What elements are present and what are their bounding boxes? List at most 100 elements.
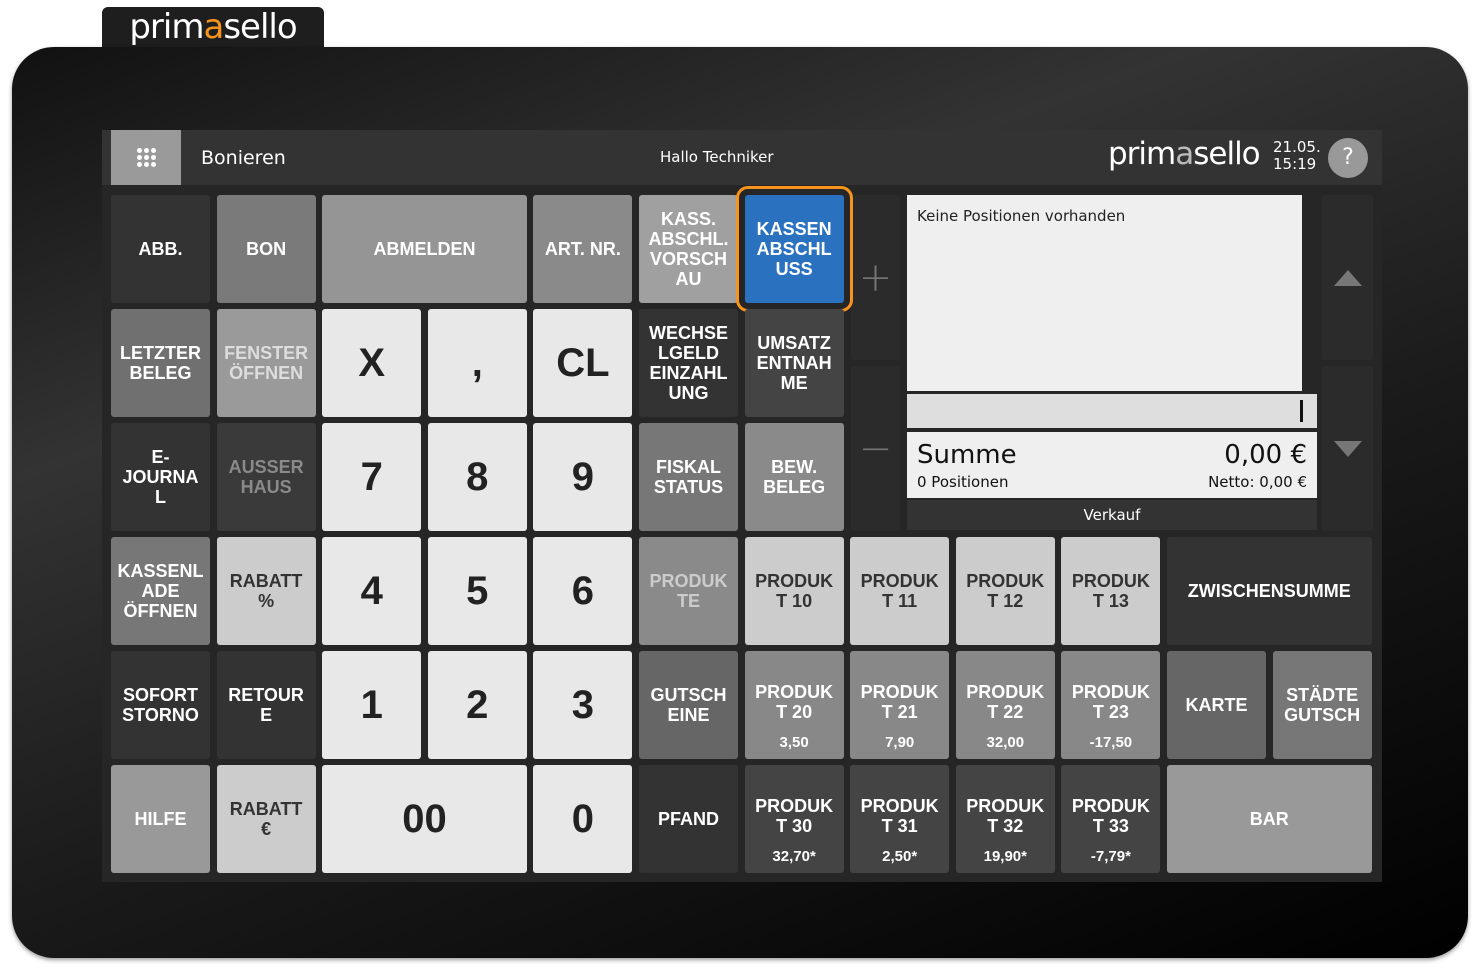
key-cl-button[interactable]: CL bbox=[533, 309, 633, 417]
produkt-12-button[interactable]: PRODUK T 12 bbox=[955, 537, 1055, 645]
button-label: 9 bbox=[571, 455, 595, 499]
key-3-button[interactable]: 3 bbox=[533, 651, 633, 759]
fenster-oeffnen-button[interactable]: FENSTER ÖFFNEN bbox=[216, 309, 316, 417]
produkt-23-button[interactable]: PRODUK T 23 -17,50 bbox=[1061, 651, 1161, 759]
button-label: PRODUK T 32 bbox=[966, 796, 1045, 836]
page-title: Bonieren bbox=[201, 147, 286, 169]
minus-button[interactable]: − bbox=[851, 366, 900, 531]
key-6-button[interactable]: 6 bbox=[533, 537, 633, 645]
scroll-up-button[interactable] bbox=[1322, 195, 1373, 360]
rabatt-euro-button[interactable]: RABATT € bbox=[216, 765, 316, 873]
button-label: KASSEN ABSCHL USS bbox=[756, 219, 832, 279]
key-00-button[interactable]: 00 bbox=[322, 765, 527, 873]
brand-logo: primasello bbox=[1108, 136, 1261, 172]
key-4-button[interactable]: 4 bbox=[322, 537, 422, 645]
datetime: 21.05. 15:19 bbox=[1273, 138, 1321, 173]
button-label: PRODUK T 20 bbox=[755, 682, 834, 722]
abmelden-button[interactable]: ABMELDEN bbox=[322, 195, 527, 303]
button-label: KASSENL ADE ÖFFNEN bbox=[117, 561, 204, 621]
key-0-button[interactable]: 0 bbox=[533, 765, 633, 873]
wechselgeld-button[interactable]: WECHSE LGELD EINZAHL UNG bbox=[639, 309, 738, 417]
grid-icon bbox=[136, 148, 156, 167]
zwischensumme-button[interactable]: ZWISCHENSUMME bbox=[1167, 537, 1372, 645]
button-label: HILFE bbox=[134, 809, 187, 829]
fiskal-status-button[interactable]: FISKAL STATUS bbox=[639, 423, 738, 531]
gutscheine-button[interactable]: GUTSCH EINE bbox=[639, 651, 738, 759]
produkt-20-button[interactable]: PRODUK T 20 3,50 bbox=[744, 651, 844, 759]
sum-value: 0,00 € bbox=[1224, 440, 1307, 470]
empty-text: Keine Positionen vorhanden bbox=[917, 207, 1126, 225]
button-label: 3 bbox=[571, 683, 595, 727]
button-label: STÄDTE GUTSCH bbox=[1284, 685, 1361, 725]
kassenabschluss-button[interactable]: KASSEN ABSCHL USS bbox=[735, 186, 853, 312]
pfand-button[interactable]: PFAND bbox=[639, 765, 738, 873]
product-price: -7,79* bbox=[1090, 848, 1131, 865]
art-nr-button[interactable]: ART. NR. bbox=[533, 195, 633, 303]
button-label: RABATT € bbox=[229, 799, 303, 839]
produkt-32-button[interactable]: PRODUK T 32 19,90* bbox=[955, 765, 1055, 873]
button-label: PRODUK T 13 bbox=[1071, 571, 1150, 611]
button-label: PRODUK TE bbox=[649, 571, 728, 611]
produkt-30-button[interactable]: PRODUK T 30 32,70* bbox=[744, 765, 844, 873]
staedtegutschein-button[interactable]: STÄDTE GUTSCH bbox=[1272, 651, 1372, 759]
button-label: 8 bbox=[466, 455, 489, 499]
pos-screen: Bonieren Hallo Techniker primasello 21.0… bbox=[102, 130, 1382, 882]
kass-abschl-vorschau-button[interactable]: KASS. ABSCHL. VORSCH AU bbox=[639, 195, 738, 303]
letzter-beleg-button[interactable]: LETZTER BELEG bbox=[111, 309, 210, 417]
button-label: LETZTER BELEG bbox=[120, 343, 201, 383]
key-comma-button[interactable]: , bbox=[427, 309, 527, 417]
produkt-33-button[interactable]: PRODUK T 33 -7,79* bbox=[1061, 765, 1161, 873]
rabatt-prozent-button[interactable]: RABATT % bbox=[216, 537, 316, 645]
produkt-11-button[interactable]: PRODUK T 11 bbox=[850, 537, 950, 645]
produkt-21-button[interactable]: PRODUK T 21 7,90 bbox=[850, 651, 950, 759]
bew-beleg-button[interactable]: BEW. BELEG bbox=[744, 423, 844, 531]
kassenlade-oeffnen-button[interactable]: KASSENL ADE ÖFFNEN bbox=[111, 537, 210, 645]
bon-button[interactable]: BON bbox=[216, 195, 316, 303]
karte-button[interactable]: KARTE bbox=[1167, 651, 1266, 759]
e-journal-button[interactable]: E- JOURNA L bbox=[111, 423, 210, 531]
button-label: PRODUK T 30 bbox=[755, 796, 834, 836]
key-5-button[interactable]: 5 bbox=[427, 537, 527, 645]
receipt-list[interactable]: Keine Positionen vorhanden bbox=[907, 195, 1302, 391]
sofort-storno-button[interactable]: SOFORT STORNO bbox=[111, 651, 210, 759]
retoure-button[interactable]: RETOUR E bbox=[216, 651, 316, 759]
key-1-button[interactable]: 1 bbox=[322, 651, 422, 759]
bar-button[interactable]: BAR bbox=[1167, 765, 1372, 873]
button-label: RETOUR E bbox=[228, 685, 304, 725]
arrow-down-icon bbox=[1333, 440, 1362, 457]
greeting: Hallo Techniker bbox=[660, 148, 774, 166]
produkt-31-button[interactable]: PRODUK T 31 2,50* bbox=[850, 765, 950, 873]
hilfe-button[interactable]: HILFE bbox=[111, 765, 210, 873]
scroll-down-button[interactable] bbox=[1322, 366, 1373, 531]
produkt-13-button[interactable]: PRODUK T 13 bbox=[1061, 537, 1161, 645]
button-label: 4 bbox=[360, 569, 383, 613]
ausser-haus-button[interactable]: AUSSER HAUS bbox=[216, 423, 316, 531]
key-x-button[interactable]: X bbox=[322, 309, 422, 417]
produkte-button[interactable]: PRODUK TE bbox=[639, 537, 738, 645]
button-label: PRODUK T 33 bbox=[1071, 796, 1150, 836]
produkt-22-button[interactable]: PRODUK T 22 32,00 bbox=[955, 651, 1055, 759]
key-8-button[interactable]: 8 bbox=[427, 423, 527, 531]
sum-label: Summe bbox=[917, 440, 1017, 470]
button-label: PRODUK T 22 bbox=[966, 682, 1045, 722]
product-price: 7,90 bbox=[885, 734, 915, 751]
menu-button[interactable] bbox=[111, 130, 181, 185]
button-label: FENSTER ÖFFNEN bbox=[224, 343, 309, 383]
product-price: -17,50 bbox=[1089, 734, 1133, 751]
key-7-button[interactable]: 7 bbox=[322, 423, 422, 531]
mode-label: Verkauf bbox=[907, 500, 1317, 530]
button-label: PRODUK T 12 bbox=[966, 571, 1045, 611]
button-label: ABMELDEN bbox=[373, 239, 476, 259]
button-label: PRODUK T 21 bbox=[860, 682, 939, 722]
umsatzentnahme-button[interactable]: UMSATZ ENTNAH ME bbox=[744, 309, 844, 417]
plus-button[interactable]: + bbox=[851, 195, 900, 360]
product-price: 3,50 bbox=[779, 734, 809, 751]
produkt-10-button[interactable]: PRODUK T 10 bbox=[744, 537, 844, 645]
netto-value: Netto: 0,00 € bbox=[1208, 473, 1307, 491]
abb-button[interactable]: ABB. bbox=[111, 195, 210, 303]
amount-input[interactable] bbox=[907, 394, 1317, 428]
key-9-button[interactable]: 9 bbox=[533, 423, 633, 531]
help-button[interactable]: ? bbox=[1328, 138, 1368, 178]
key-2-button[interactable]: 2 bbox=[427, 651, 527, 759]
button-label: E- JOURNA L bbox=[122, 447, 199, 507]
